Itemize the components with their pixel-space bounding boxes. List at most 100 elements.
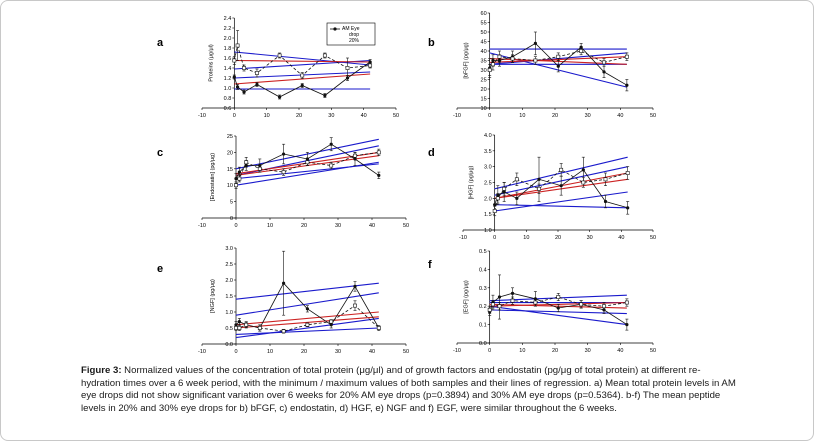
- y-tick-label: 1.0: [484, 228, 492, 234]
- data-point: [257, 326, 262, 330]
- y-tick-label: 0.1: [479, 323, 487, 329]
- data-point: [255, 82, 259, 87]
- y-tick-label: 2.4: [224, 16, 232, 22]
- data-point: [376, 326, 381, 330]
- x-tick-label: 10: [519, 348, 525, 354]
- x-tick-label: 20: [555, 235, 561, 241]
- data-point: [255, 71, 259, 75]
- data-point: [353, 284, 357, 288]
- y-tick-label: 2.0: [225, 278, 233, 284]
- x-tick-label: -10: [453, 348, 461, 354]
- x-tick-label: -10: [198, 223, 206, 229]
- x-tick-label: 30: [328, 113, 334, 119]
- x-tick-label: -10: [459, 235, 467, 241]
- data-point: [602, 60, 606, 65]
- y-tick-label: 40: [481, 49, 487, 55]
- x-tick-label: 10: [267, 223, 273, 229]
- data-point: [624, 54, 629, 59]
- x-tick-label: 50: [393, 113, 399, 119]
- x-tick-label: -10: [198, 113, 206, 119]
- x-tick-label: 20: [301, 349, 307, 355]
- x-tick-label: 20: [296, 113, 302, 119]
- legend-label-line: drop: [349, 32, 359, 38]
- x-tick-label: 30: [585, 348, 591, 354]
- data-point: [345, 66, 350, 70]
- y-tick-label: 0.6: [224, 106, 232, 112]
- data-point: [491, 62, 495, 67]
- panel-f: f 0.0 0.1 0.2 0.3 0.4 0.5 -10 0 10 20 30 40 50 [EGF] (…: [428, 249, 656, 354]
- y-tick-label: 2.0: [224, 36, 232, 42]
- panel-label: b: [428, 37, 435, 49]
- data-point: [242, 66, 246, 70]
- panel-label: e: [157, 263, 163, 275]
- data-point: [305, 307, 309, 311]
- data-point: [235, 43, 240, 48]
- y-tick-label: 35: [481, 59, 487, 65]
- data-point: [282, 281, 286, 285]
- y-tick-label: 60: [481, 11, 487, 17]
- data-point: [234, 183, 238, 188]
- data-point: [514, 177, 519, 182]
- x-tick-label: 20: [552, 113, 558, 119]
- x-tick-label: 40: [618, 235, 624, 241]
- y-tick-label: 0.5: [225, 326, 233, 332]
- data-point: [368, 63, 373, 68]
- data-point: [556, 54, 561, 59]
- y-tick-label: 20: [481, 87, 487, 93]
- panel-label: d: [428, 147, 435, 159]
- x-tick-label: 10: [519, 113, 525, 119]
- x-tick-label: 30: [585, 113, 591, 119]
- x-tick-label: 10: [264, 113, 270, 119]
- regression-line: [489, 305, 627, 326]
- x-tick-label: 0: [233, 113, 236, 119]
- data-point: [232, 58, 237, 63]
- data-point: [329, 163, 334, 168]
- x-tick-label: 0: [493, 235, 496, 241]
- data-point: [234, 177, 238, 181]
- caption-label: Figure 3:: [81, 365, 122, 376]
- y-tick-label: 2.2: [224, 26, 232, 32]
- legend-label: AM Eye drop 20%: [342, 26, 360, 44]
- y-tick-label: 45: [481, 40, 487, 46]
- data-point: [353, 153, 357, 158]
- data-point: [244, 160, 249, 165]
- y-tick-label: 1.0: [225, 310, 233, 316]
- y-tick-label: 10: [481, 106, 487, 112]
- y-tick-label: 2.5: [225, 262, 233, 268]
- data-point: [487, 68, 492, 72]
- data-point: [237, 170, 241, 174]
- regression-line: [235, 317, 379, 339]
- legend-box: [326, 22, 376, 46]
- data-point: [281, 170, 286, 174]
- x-tick-label: 40: [361, 113, 367, 119]
- y-axis-label: [Endostatin] (pg/μg): [210, 153, 216, 201]
- data-point: [533, 300, 538, 305]
- data-point: [491, 302, 495, 307]
- y-tick-label: 55: [481, 21, 487, 27]
- x-tick-label: 40: [617, 348, 623, 354]
- x-tick-label: 50: [403, 223, 409, 229]
- data-point: [624, 300, 629, 305]
- y-tick-label: 15: [227, 167, 233, 173]
- data-point: [329, 319, 334, 324]
- data-point: [237, 320, 241, 324]
- x-tick-label: 0: [234, 223, 237, 229]
- data-point: [581, 168, 585, 172]
- data-point: [603, 199, 608, 204]
- y-axis-label: [HGF] (pg/μg): [469, 165, 475, 199]
- y-tick-label: 1.2: [224, 76, 232, 82]
- panel-d: d 1.0 1.5 2.0 2.5 3.0 3.5 4.0 -10 0 10 20 30 40 50 [HGF…: [428, 133, 656, 241]
- y-tick-label: 3.0: [225, 246, 233, 252]
- data-point: [232, 75, 236, 79]
- data-point: [323, 93, 327, 98]
- data-point: [533, 41, 538, 46]
- data-point: [533, 58, 538, 63]
- regression-line: [234, 59, 371, 63]
- y-tick-label: 1.5: [225, 294, 233, 300]
- data-point: [257, 166, 262, 171]
- data-point: [329, 323, 333, 327]
- x-tick-label: -10: [198, 349, 206, 355]
- x-tick-label: 20: [301, 223, 307, 229]
- x-tick-label: 0: [488, 113, 491, 119]
- data-point: [493, 203, 497, 207]
